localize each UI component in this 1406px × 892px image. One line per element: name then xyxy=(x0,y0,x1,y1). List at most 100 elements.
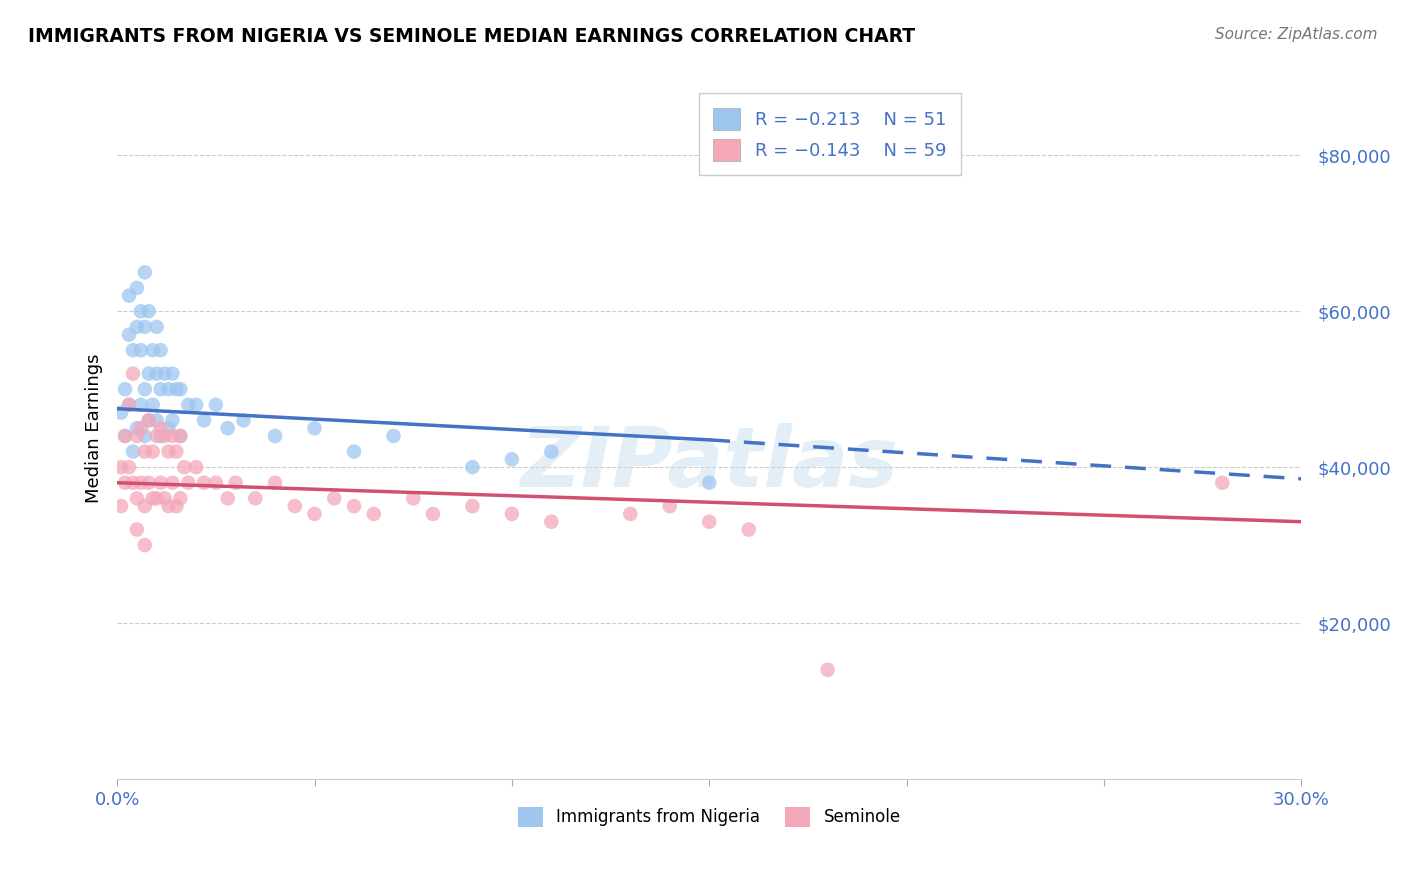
Point xyxy=(129,304,152,318)
Point xyxy=(134,499,156,513)
Point xyxy=(540,444,562,458)
Point xyxy=(245,491,267,506)
Point xyxy=(264,475,287,490)
Point xyxy=(134,382,156,396)
Point xyxy=(134,429,156,443)
Point xyxy=(118,460,141,475)
Point xyxy=(149,382,172,396)
Point xyxy=(138,475,160,490)
Point xyxy=(461,499,484,513)
Point xyxy=(225,475,247,490)
Point xyxy=(145,319,167,334)
Point xyxy=(217,421,239,435)
Point xyxy=(134,444,156,458)
Point xyxy=(153,429,176,443)
Point xyxy=(165,444,187,458)
Point xyxy=(142,343,165,358)
Point xyxy=(157,382,180,396)
Point xyxy=(157,499,180,513)
Point xyxy=(264,429,287,443)
Point xyxy=(422,507,444,521)
Point xyxy=(697,475,720,490)
Point xyxy=(363,507,385,521)
Point xyxy=(184,460,207,475)
Point xyxy=(114,475,136,490)
Legend: Immigrants from Nigeria, Seminole: Immigrants from Nigeria, Seminole xyxy=(512,800,907,834)
Point xyxy=(697,515,720,529)
Point xyxy=(118,398,141,412)
Point xyxy=(162,475,184,490)
Point xyxy=(110,406,132,420)
Point xyxy=(402,491,425,506)
Point xyxy=(125,281,148,295)
Point xyxy=(162,413,184,427)
Point xyxy=(619,507,641,521)
Point xyxy=(284,499,307,513)
Point xyxy=(184,398,207,412)
Point xyxy=(114,429,136,443)
Point xyxy=(125,319,148,334)
Text: Source: ZipAtlas.com: Source: ZipAtlas.com xyxy=(1215,27,1378,42)
Point xyxy=(173,460,195,475)
Point xyxy=(134,319,156,334)
Point xyxy=(461,460,484,475)
Point xyxy=(205,475,228,490)
Point xyxy=(122,343,145,358)
Text: ZIPatlas: ZIPatlas xyxy=(520,423,898,504)
Point xyxy=(129,475,152,490)
Point xyxy=(153,491,176,506)
Point xyxy=(501,452,523,467)
Point xyxy=(145,429,167,443)
Point xyxy=(138,413,160,427)
Point xyxy=(149,475,172,490)
Point xyxy=(122,444,145,458)
Point xyxy=(138,367,160,381)
Point xyxy=(217,491,239,506)
Point xyxy=(129,343,152,358)
Point xyxy=(193,475,215,490)
Point xyxy=(125,523,148,537)
Point xyxy=(540,515,562,529)
Point xyxy=(145,367,167,381)
Point xyxy=(145,491,167,506)
Y-axis label: Median Earnings: Median Earnings xyxy=(86,353,103,503)
Point xyxy=(738,523,761,537)
Point xyxy=(658,499,681,513)
Point xyxy=(169,491,191,506)
Point xyxy=(129,421,152,435)
Point xyxy=(118,398,141,412)
Point xyxy=(817,663,839,677)
Point xyxy=(169,429,191,443)
Point xyxy=(162,367,184,381)
Point xyxy=(382,429,405,443)
Point xyxy=(205,398,228,412)
Point xyxy=(149,421,172,435)
Point xyxy=(118,327,141,342)
Point xyxy=(165,499,187,513)
Point xyxy=(149,429,172,443)
Text: IMMIGRANTS FROM NIGERIA VS SEMINOLE MEDIAN EARNINGS CORRELATION CHART: IMMIGRANTS FROM NIGERIA VS SEMINOLE MEDI… xyxy=(28,27,915,45)
Point xyxy=(145,413,167,427)
Point xyxy=(193,413,215,427)
Point xyxy=(110,460,132,475)
Point xyxy=(169,429,191,443)
Point xyxy=(125,429,148,443)
Point xyxy=(122,367,145,381)
Point xyxy=(138,304,160,318)
Point xyxy=(157,421,180,435)
Point xyxy=(125,491,148,506)
Point xyxy=(138,413,160,427)
Point xyxy=(323,491,346,506)
Point xyxy=(114,382,136,396)
Point xyxy=(232,413,254,427)
Point xyxy=(343,499,366,513)
Point xyxy=(304,507,326,521)
Point xyxy=(142,491,165,506)
Point xyxy=(162,429,184,443)
Point xyxy=(1211,475,1233,490)
Point xyxy=(129,398,152,412)
Point xyxy=(125,421,148,435)
Point xyxy=(153,367,176,381)
Point xyxy=(304,421,326,435)
Point xyxy=(118,288,141,302)
